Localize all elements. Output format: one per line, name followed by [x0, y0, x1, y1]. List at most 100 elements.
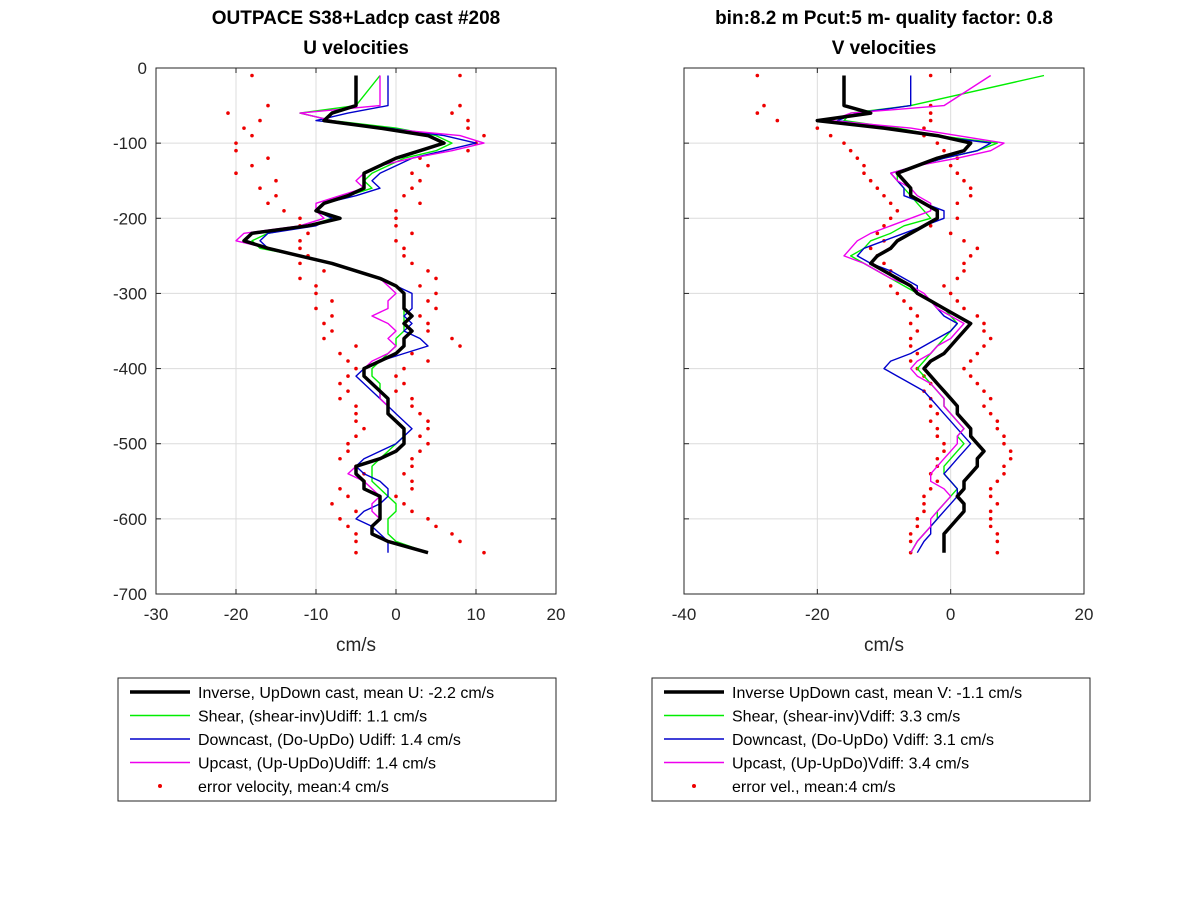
- y-tick-label: -500: [113, 435, 147, 454]
- error-velocity-point: [410, 456, 414, 461]
- error-velocity-point: [895, 208, 900, 213]
- error-velocity-point: [410, 231, 414, 236]
- error-velocity-point: [982, 329, 986, 333]
- error-velocity-point: [962, 366, 966, 371]
- legend-box: [651, 677, 1091, 802]
- error-velocity-point: [962, 269, 966, 273]
- x-tick-label: 0: [391, 605, 400, 624]
- error-velocity-point: [394, 389, 398, 393]
- error-velocity-point: [410, 464, 414, 469]
- error-velocity-point: [434, 291, 438, 296]
- error-velocity-point: [908, 321, 913, 326]
- error-velocity-point: [908, 344, 913, 348]
- error-velocity-point: [330, 502, 334, 506]
- error-velocity-point: [402, 381, 406, 386]
- error-velocity-point: [995, 479, 1000, 484]
- error-velocity-point: [755, 111, 760, 115]
- error-velocity-point: [410, 261, 414, 266]
- inverse-series-line: [242, 75, 446, 555]
- error-velocity-point: [394, 239, 398, 243]
- error-velocity-point: [298, 246, 302, 251]
- error-velocity-point: [434, 306, 438, 311]
- error-velocity-point: [306, 231, 310, 236]
- error-velocity-point: [418, 284, 422, 288]
- error-velocity-point: [418, 449, 422, 454]
- plot-area: [226, 73, 486, 555]
- downcast-series-line: [259, 75, 477, 553]
- error-velocity-point: [346, 494, 350, 499]
- error-velocity-point: [394, 216, 398, 221]
- error-velocity-point: [274, 193, 278, 198]
- error-velocity-point: [322, 269, 326, 273]
- error-velocity-point: [338, 381, 342, 386]
- error-velocity-point: [988, 509, 993, 514]
- error-velocity-point: [988, 487, 993, 491]
- error-velocity-point: [882, 261, 886, 266]
- error-velocity-point: [458, 344, 462, 348]
- error-velocity-point: [426, 329, 430, 333]
- error-velocity-point: [928, 419, 933, 423]
- error-velocity-point: [402, 366, 406, 371]
- error-velocity-point: [458, 73, 462, 78]
- error-velocity-point: [354, 539, 358, 544]
- error-velocity-point: [988, 517, 993, 521]
- x-tick-label: -10: [304, 605, 329, 624]
- error-velocity-point: [962, 178, 966, 183]
- error-velocity-point: [258, 118, 262, 123]
- y-tick-label: -700: [113, 585, 147, 604]
- error-velocity-point: [426, 359, 430, 363]
- error-velocity-point: [975, 381, 980, 386]
- u-ticks: -30 -20 -10 0 10 200-100-200-300-400-500-600-…: [113, 59, 565, 624]
- error-velocity-point: [1008, 456, 1013, 461]
- error-velocity-point: [955, 201, 960, 206]
- error-velocity-point: [314, 284, 318, 288]
- error-velocity-point: [888, 284, 893, 288]
- error-velocity-point: [922, 502, 926, 506]
- error-velocity-point: [975, 246, 980, 251]
- legend-entry: Inverse, UpDown cast, mean U: -2.2 cm/s: [198, 685, 494, 702]
- plot-area: [755, 73, 1045, 555]
- error-velocity-point: [426, 163, 430, 168]
- v-velocity-panel: bin:8.2 m Pcut:5 m- quality factor: 0.8 …: [651, 8, 1093, 802]
- error-velocity-point: [988, 396, 993, 401]
- y-tick-label: -300: [113, 284, 147, 303]
- error-velocity-point: [875, 231, 880, 236]
- error-velocity-point: [922, 509, 926, 514]
- error-velocity-point: [346, 374, 350, 378]
- error-velocity-point: [346, 389, 350, 393]
- error-velocity-point: [942, 441, 946, 446]
- error-velocity-point: [450, 111, 454, 115]
- error-velocity-point: [410, 171, 414, 175]
- error-velocity-point: [354, 550, 358, 555]
- error-velocity-point: [982, 344, 986, 348]
- error-velocity-point: [298, 216, 302, 221]
- error-velocity-point: [394, 224, 398, 228]
- legend-entry: error vel., mean:4 cm/s: [732, 779, 896, 796]
- error-velocity-point: [394, 374, 398, 378]
- legend-swatch-error: [692, 784, 696, 788]
- u-axes-frame: [155, 67, 557, 595]
- error-velocity-point: [1002, 441, 1006, 446]
- error-velocity-point: [242, 126, 246, 130]
- error-velocity-point: [908, 359, 913, 363]
- v-series: [755, 73, 1045, 555]
- error-velocity-point: [394, 208, 398, 213]
- error-velocity-point: [338, 456, 342, 461]
- error-velocity-point: [402, 193, 406, 198]
- error-velocity-point: [362, 426, 366, 431]
- error-velocity-point: [298, 276, 302, 281]
- u-series: [226, 73, 486, 555]
- u-panel-subtitle: U velocities: [303, 38, 409, 59]
- x-tick-label: -30: [144, 605, 169, 624]
- error-velocity-point: [434, 524, 438, 529]
- error-velocity-point: [466, 148, 470, 153]
- x-tick-label: -40: [672, 605, 697, 624]
- error-velocity-point: [955, 216, 960, 221]
- error-velocity-point: [250, 163, 254, 168]
- error-velocity-point: [928, 111, 933, 115]
- error-velocity-point: [962, 239, 966, 243]
- error-velocity-point: [968, 193, 973, 198]
- legend-entry: Upcast, (Up-UpDo)Udiff: 1.4 cm/s: [198, 756, 436, 773]
- u-velocity-panel: OUTPACE S38+Ladcp cast #208 U velocities…: [113, 8, 565, 802]
